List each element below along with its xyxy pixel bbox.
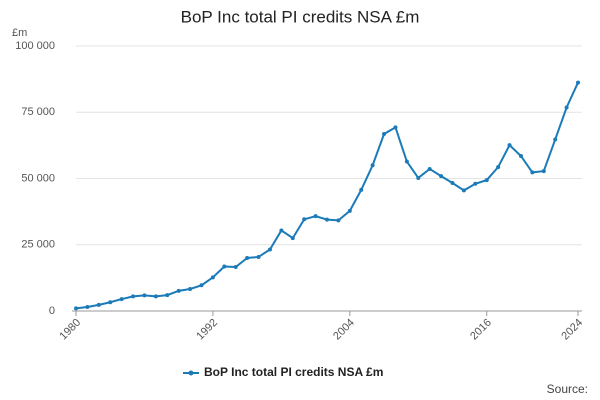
point bbox=[461, 188, 466, 193]
point bbox=[302, 217, 307, 222]
point bbox=[222, 264, 227, 269]
point bbox=[188, 287, 193, 292]
point bbox=[496, 165, 501, 170]
point bbox=[96, 302, 101, 307]
point bbox=[325, 217, 329, 222]
point bbox=[404, 159, 409, 164]
point bbox=[576, 80, 580, 85]
point bbox=[370, 163, 375, 168]
point bbox=[199, 283, 204, 288]
point bbox=[473, 181, 478, 186]
source: Source: bbox=[547, 382, 588, 396]
point bbox=[541, 169, 546, 174]
legend-label: BoP Inc total PI credits NSA £m bbox=[204, 365, 383, 379]
point bbox=[347, 208, 352, 213]
point bbox=[74, 306, 78, 311]
point bbox=[119, 297, 124, 302]
point bbox=[507, 143, 512, 148]
y-tick-label: 75 000 bbox=[21, 106, 55, 118]
point bbox=[450, 181, 455, 186]
point bbox=[336, 218, 341, 223]
point bbox=[245, 256, 250, 260]
y-tick-label: 0 bbox=[49, 305, 55, 317]
legend-marker bbox=[188, 370, 194, 376]
point bbox=[439, 174, 444, 179]
point bbox=[393, 125, 398, 130]
y-tick-label: 100 000 bbox=[15, 40, 55, 52]
point bbox=[165, 293, 170, 298]
point bbox=[359, 187, 364, 192]
point bbox=[142, 293, 147, 298]
point bbox=[382, 131, 387, 136]
point bbox=[85, 305, 90, 310]
line bbox=[75, 82, 579, 310]
point bbox=[564, 105, 569, 110]
point bbox=[153, 294, 158, 299]
point bbox=[290, 236, 295, 241]
point bbox=[131, 294, 136, 299]
point bbox=[427, 166, 432, 171]
point bbox=[256, 254, 261, 259]
point bbox=[484, 178, 489, 183]
x-tick-label: 2024 bbox=[559, 317, 585, 343]
point bbox=[313, 214, 318, 219]
point bbox=[210, 275, 215, 280]
point bbox=[518, 153, 523, 158]
point bbox=[108, 300, 113, 305]
chart-title: BoP Inc total PI credits NSA £m bbox=[181, 7, 420, 26]
y-axis-unit: £m bbox=[12, 27, 27, 39]
point bbox=[553, 137, 558, 142]
y-tick-label: 50 000 bbox=[21, 172, 55, 184]
point bbox=[530, 170, 535, 175]
point bbox=[176, 288, 181, 293]
y-tick-label: 25 000 bbox=[21, 239, 55, 251]
x-tick-label: 1992 bbox=[194, 317, 220, 343]
point bbox=[267, 247, 272, 252]
x-tick-label: 1980 bbox=[57, 317, 83, 343]
point bbox=[416, 175, 421, 180]
point bbox=[233, 265, 238, 270]
x-tick-label: 2016 bbox=[468, 317, 494, 343]
x-tick-label: 2004 bbox=[331, 317, 357, 343]
point bbox=[279, 228, 284, 233]
